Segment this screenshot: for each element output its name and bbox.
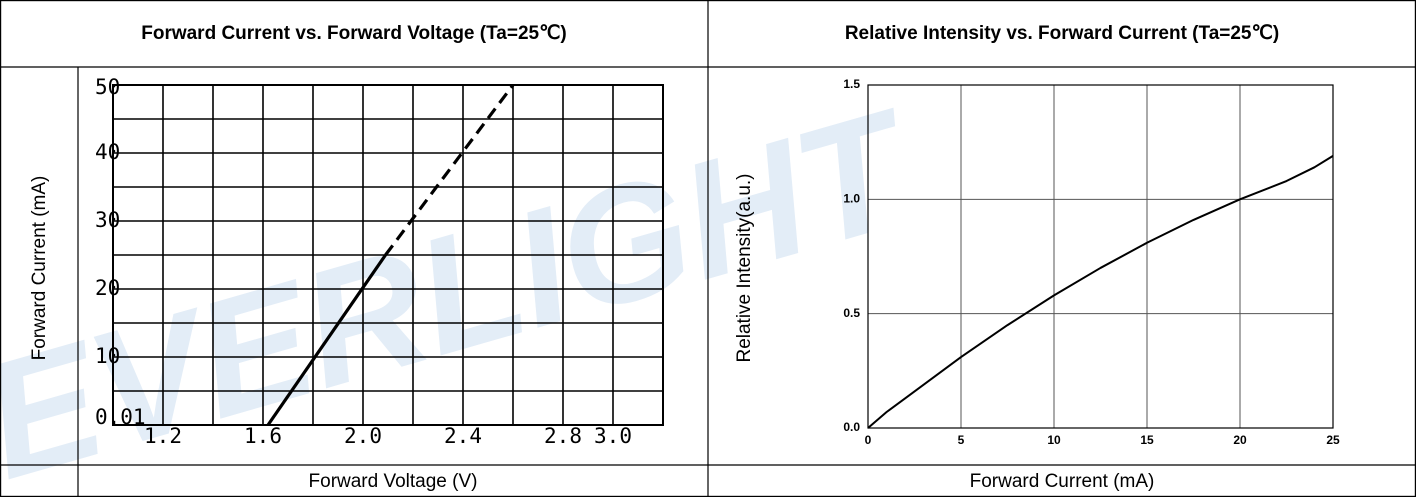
data-line [384,84,515,256]
x-tick-label: 10 [1047,433,1061,447]
x-tick-label: 25 [1326,433,1340,447]
data-line [266,254,387,426]
y-tick-label: 20 [95,276,120,300]
x-tick-label: 1.6 [244,424,282,448]
y-tick-label: 40 [95,140,120,164]
x-axis-label: Forward Voltage (V) [309,471,478,492]
y-tick-label: 1.0 [843,192,860,206]
y-axis-label: Forward Current (mA) [29,176,50,361]
x-tick-label: 5 [958,433,965,447]
plot-frame [867,84,1334,429]
y-tick-label: 10 [95,344,120,368]
x-tick-label: 1.2 [144,424,182,448]
x-axis-label: Forward Current (mA) [970,471,1155,492]
y-tick-label: 1.5 [843,77,860,91]
x-tick-label: 20 [1233,433,1247,447]
plot-frame [112,84,664,426]
y-tick-label: 50 [95,75,120,99]
x-tick-label: 15 [1140,433,1154,447]
x-tick-label: 2.0 [344,424,382,448]
x-tick-label: 0 [865,433,872,447]
y-tick-label: 0.01 [95,405,146,429]
x-tick-label: 3.0 [594,424,632,448]
data-line [867,155,1334,429]
x-tick-label: 2.4 [444,424,482,448]
y-tick-label: 30 [95,208,120,232]
x-tick-label: 2.8 [544,424,582,448]
y-tick-label: 0.5 [843,306,860,320]
y-tick-label: 0.0 [843,420,860,434]
y-axis-label: Relative Intensity(a.u.) [734,173,755,362]
chart-title: Forward Current vs. Forward Voltage (Ta=… [141,23,567,44]
chart-title: Relative Intensity vs. Forward Current (… [845,23,1279,44]
